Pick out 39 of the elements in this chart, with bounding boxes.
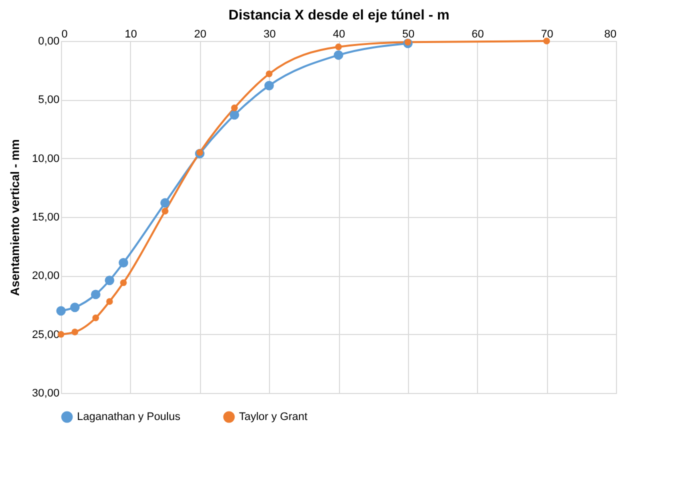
x-tick-label: 60 <box>472 28 484 40</box>
point <box>72 328 78 336</box>
y-tick-label: 30,00 <box>32 388 60 400</box>
x-tick-label: 10 <box>124 28 137 40</box>
x-tick-label: 0 <box>62 28 68 40</box>
x-tick-label: 80 <box>604 28 616 40</box>
y-tick-label: 5,00 <box>38 94 60 106</box>
x-tick-label: 30 <box>264 28 276 40</box>
y-tick-label: 0,00 <box>38 36 60 48</box>
point <box>104 276 114 286</box>
point <box>90 290 100 300</box>
point <box>70 302 80 312</box>
point <box>404 38 412 46</box>
point <box>120 279 127 286</box>
x-tick-label: 40 <box>332 28 346 40</box>
point <box>266 70 272 78</box>
point <box>162 208 168 214</box>
x-tick-label: 20 <box>194 28 206 40</box>
point <box>230 110 240 120</box>
y-tick-label: 20,00 <box>32 270 60 282</box>
legend-label: Taylor y Grant <box>239 411 308 423</box>
point <box>335 44 342 50</box>
point <box>231 104 238 112</box>
y-tick-label: 10,00 <box>32 152 60 165</box>
x-tick-label: 70 <box>541 28 554 40</box>
x-axis-title: Distancia X desde el eje túnel - m <box>228 6 450 22</box>
point <box>160 198 170 208</box>
point <box>118 258 128 268</box>
point <box>196 149 204 156</box>
x-tick-label: 50 <box>402 28 414 40</box>
point <box>543 38 550 44</box>
point <box>56 306 66 316</box>
point <box>264 80 274 90</box>
y-tick-label: 15,00 <box>32 212 60 224</box>
point <box>106 298 113 305</box>
point <box>92 314 100 322</box>
legend-label: Laganathan y Poulus <box>77 411 181 423</box>
y-axis-title: Asentamiento vertical - mm <box>8 139 22 296</box>
point <box>334 50 344 60</box>
